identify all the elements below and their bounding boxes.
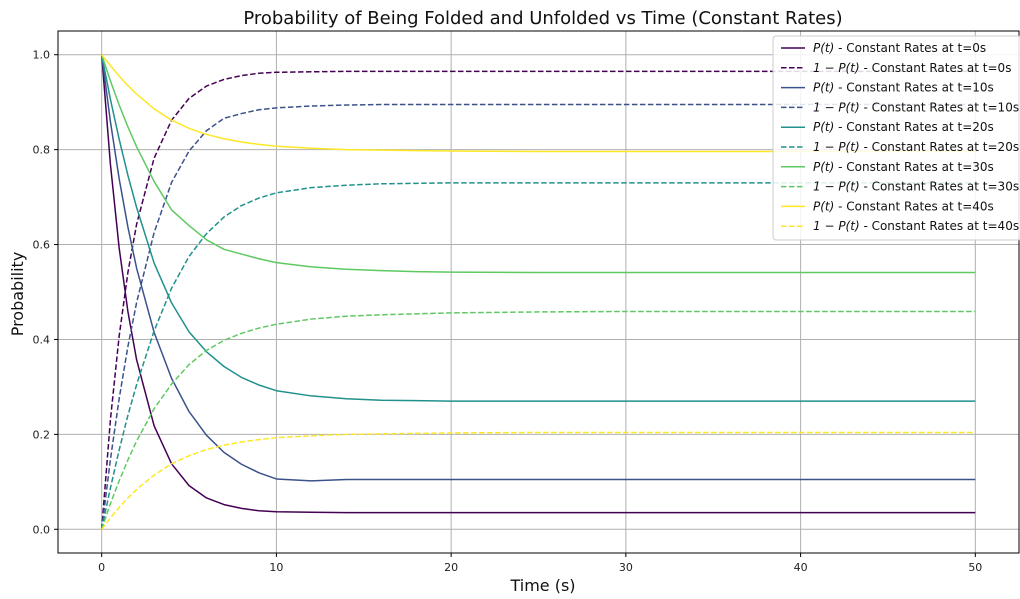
y-tick-label: 0.8 [33,144,51,157]
series-line-8 [101,54,976,153]
x-tick-label: 10 [269,561,283,574]
legend-entry: 1 − P(t) - Constant Rates at t=0s [813,61,1011,75]
series-line-2 [100,54,976,482]
legend-entry: P(t) - Constant Rates at t=30s [813,160,994,174]
legend-entry-suffix: - Constant Rates at t=10s [834,81,993,95]
legend-entry: P(t) - Constant Rates at t=0s [813,41,986,55]
y-tick-label: 0.6 [33,239,51,252]
legend-entry-prefix: 1 − P(t) [813,100,860,114]
legend-entry-prefix: 1 − P(t) [813,219,860,233]
legend-entry-suffix: - Constant Rates at t=10s [860,100,1019,114]
legend-entry-suffix: - Constant Rates at t=30s [834,160,993,174]
y-tick-label: 0.0 [33,523,51,536]
legend-entry-suffix: - Constant Rates at t=0s [834,41,986,55]
x-tick-label: 20 [444,561,458,574]
legend-entry-suffix: - Constant Rates at t=20s [860,140,1019,154]
legend-entry-prefix: P(t) [813,120,834,134]
legend-entry-prefix: 1 − P(t) [813,140,860,154]
legend-entry: P(t) - Constant Rates at t=10s [813,81,994,95]
series-line-1 [100,70,976,530]
x-tick-label: 0 [98,561,105,574]
legend: P(t) - Constant Rates at t=0s1 − P(t) - … [772,35,1020,241]
legend-entry-prefix: 1 − P(t) [813,180,860,194]
legend-entry-prefix: P(t) [813,81,834,95]
legend-entry-suffix: - Constant Rates at t=30s [860,180,1019,194]
x-axis: 0 10 20 30 40 50 [98,553,982,574]
legend-entry-suffix: - Constant Rates at t=0s [860,61,1012,75]
legend-entry-suffix: - Constant Rates at t=40s [860,219,1019,233]
axes-frame [57,30,1020,554]
legend-entry: P(t) - Constant Rates at t=40s [813,199,994,213]
legend-box [772,35,1020,241]
y-tick-label: 1.0 [33,49,51,62]
x-tick-label: 50 [968,561,982,574]
legend-entry-prefix: P(t) [813,199,834,213]
y-axis-label: Probability [8,252,27,337]
legend-entry-suffix: - Constant Rates at t=40s [834,199,993,213]
legend-entry: 1 − P(t) - Constant Rates at t=30s [813,180,1019,194]
x-axis-label: Time (s) [509,576,575,595]
chart-title: Probability of Being Folded and Unfolded… [243,8,842,29]
series-line-9 [101,431,976,530]
x-tick-label: 30 [619,561,633,574]
series-line-5 [100,182,976,530]
legend-entry: 1 − P(t) - Constant Rates at t=10s [813,100,1019,114]
x-tick-label: 40 [794,561,808,574]
legend-entry-prefix: P(t) [813,41,834,55]
series-line-6 [100,54,976,274]
legend-entry-prefix: P(t) [813,160,834,174]
legend-entry-prefix: 1 − P(t) [813,61,860,75]
series-line-7 [100,310,976,530]
plot-area [100,54,976,530]
series-line-0 [100,54,976,514]
legend-entry: P(t) - Constant Rates at t=20s [813,120,994,134]
series-line-3 [100,103,976,530]
y-axis: 0.0 0.2 0.4 0.6 0.8 1.0 [33,49,58,536]
y-tick-label: 0.2 [33,428,51,441]
series-line-4 [100,54,976,402]
legend-entry: 1 − P(t) - Constant Rates at t=40s [813,219,1019,233]
y-tick-label: 0.4 [33,333,51,346]
legend-entry-suffix: - Constant Rates at t=20s [834,120,993,134]
legend-entry: 1 − P(t) - Constant Rates at t=20s [813,140,1019,154]
